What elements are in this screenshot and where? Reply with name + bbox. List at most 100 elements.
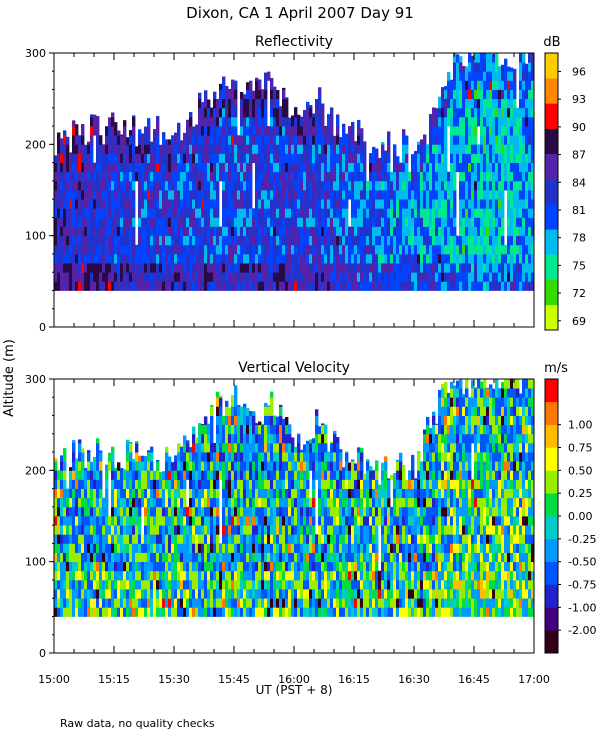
heatmap-cell [207, 470, 211, 480]
heatmap-cell [132, 506, 136, 517]
heatmap-cell [84, 470, 88, 480]
heatmap-cell [309, 162, 313, 173]
heatmap-cell [240, 107, 244, 118]
heatmap-cell [195, 589, 199, 599]
heatmap-cell [519, 53, 523, 63]
heatmap-cell [393, 199, 397, 209]
heatmap-cell [330, 107, 334, 109]
heatmap-cell [303, 199, 307, 209]
heatmap-cell [432, 235, 436, 246]
heatmap-cell [72, 144, 76, 154]
heatmap-cell [105, 598, 109, 608]
heatmap-cell [204, 90, 208, 100]
heatmap-cell [171, 171, 175, 182]
heatmap-cell [174, 217, 178, 227]
heatmap-cell [261, 424, 265, 435]
heatmap-cell [522, 235, 526, 246]
heatmap-cell [345, 281, 349, 291]
heatmap-cell [114, 263, 118, 273]
heatmap-cell [138, 263, 142, 273]
heatmap-cell [135, 146, 139, 154]
heatmap-cell [264, 272, 268, 282]
heatmap-cell [252, 442, 256, 453]
heatmap-cell [102, 171, 106, 182]
heatmap-cell [189, 470, 193, 480]
heatmap-cell [126, 208, 130, 218]
heatmap-cell [120, 497, 124, 508]
heatmap-cell [225, 253, 229, 264]
heatmap-cell [444, 171, 448, 182]
heatmap-cell [213, 589, 217, 599]
heatmap-cell [279, 235, 283, 246]
heatmap-cell [273, 86, 277, 90]
heatmap-cell [240, 116, 244, 127]
heatmap-cell [156, 598, 160, 608]
heatmap-cell [408, 180, 412, 191]
heatmap-cell [183, 589, 187, 599]
heatmap-cell [459, 171, 463, 182]
heatmap-cell [234, 497, 238, 508]
heatmap-cell [189, 561, 193, 572]
heatmap-cell [456, 253, 460, 264]
heatmap-cell [267, 144, 271, 154]
heatmap-cell [144, 126, 148, 136]
heatmap-cell [147, 452, 151, 462]
heatmap-cell [87, 607, 91, 617]
heatmap-cell [207, 171, 211, 182]
heatmap-cell [186, 253, 190, 264]
heatmap-cell [117, 589, 121, 599]
heatmap-cell [219, 406, 223, 416]
heatmap-cell [309, 199, 313, 209]
heatmap-cell [219, 561, 223, 572]
heatmap-cell [240, 217, 244, 227]
heatmap-cell [231, 235, 235, 246]
heatmap-cell [303, 126, 307, 136]
heatmap-cell [81, 479, 85, 489]
heatmap-cell [291, 461, 295, 471]
heatmap-cell [477, 226, 481, 237]
heatmap-cell [105, 244, 109, 255]
heatmap-cell [165, 470, 169, 480]
heatmap-cell [222, 253, 226, 264]
heatmap-cell [177, 552, 181, 563]
heatmap-cell [252, 208, 256, 218]
heatmap-cell [150, 506, 154, 517]
heatmap-cell [192, 561, 196, 572]
heatmap-cell [126, 180, 130, 191]
heatmap-cell [321, 281, 325, 291]
heatmap-cell [156, 253, 160, 264]
heatmap-cell [453, 244, 457, 255]
heatmap-cell [159, 208, 163, 218]
heatmap-cell [489, 244, 493, 255]
heatmap-cell [279, 244, 283, 255]
heatmap-cell [459, 153, 463, 163]
heatmap-cell [192, 461, 196, 471]
heatmap-cell [390, 180, 394, 191]
heatmap-cell [519, 263, 523, 273]
heatmap-cell [288, 579, 292, 590]
heatmap-cell [63, 235, 67, 246]
heatmap-cell [132, 180, 136, 191]
heatmap-cell [72, 543, 76, 553]
heatmap-cell [294, 598, 298, 608]
heatmap-cell [243, 199, 247, 209]
heatmap-cell [111, 446, 115, 453]
heatmap-cell [249, 411, 253, 416]
heatmap-cell [135, 272, 139, 282]
heatmap-cell [102, 162, 106, 173]
heatmap-cell [453, 235, 457, 246]
heatmap-cell [261, 452, 265, 462]
heatmap-cell [189, 552, 193, 563]
heatmap-cell [99, 162, 103, 173]
heatmap-cell [240, 506, 244, 517]
heatmap-cell [222, 208, 226, 218]
heatmap-cell [222, 107, 226, 118]
heatmap-cell [435, 217, 439, 227]
heatmap-cell [156, 144, 160, 154]
heatmap-cell [228, 199, 232, 209]
heatmap-cell [390, 171, 394, 182]
heatmap-cell [156, 162, 160, 173]
heatmap-cell [468, 253, 472, 264]
heatmap-cell [234, 116, 238, 127]
